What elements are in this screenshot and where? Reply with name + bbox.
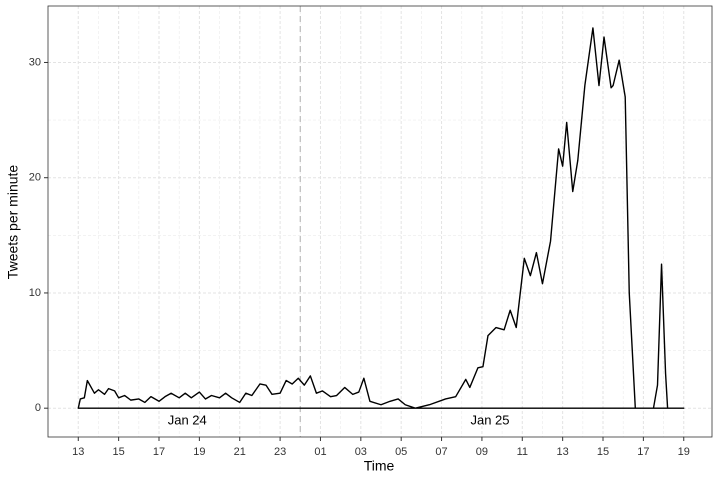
x-tick-label: 05 [395, 446, 407, 458]
y-tick-label: 10 [29, 287, 41, 299]
y-tick-label: 0 [35, 402, 41, 414]
x-axis-label: Time [364, 458, 395, 474]
x-tick-label: 07 [435, 446, 447, 458]
y-axis-label: Tweets per minute [5, 165, 21, 280]
x-tick-label: 17 [153, 446, 165, 458]
x-tick-label: 17 [637, 446, 649, 458]
x-tick-label: 11 [517, 446, 528, 458]
x-tick-label: 01 [314, 446, 326, 458]
x-tick-label: 13 [72, 446, 84, 458]
y-tick-label: 20 [29, 172, 41, 184]
x-tick-label: 23 [274, 446, 286, 458]
x-tick-label: 21 [234, 446, 246, 458]
x-tick-label: 15 [597, 446, 609, 458]
annotation: Jan 25 [470, 412, 509, 427]
x-tick-label: 13 [557, 446, 569, 458]
x-tick-label: 15 [113, 446, 125, 458]
x-tick-label: 03 [355, 446, 367, 458]
x-tick-label: 09 [476, 446, 488, 458]
line [77, 27, 685, 409]
x-tick-label: 19 [678, 446, 690, 458]
panel-border [47, 5, 713, 438]
y-tick-label: 30 [29, 56, 41, 68]
x-tick-label: 19 [193, 446, 205, 458]
annotation: Jan 24 [168, 412, 207, 427]
